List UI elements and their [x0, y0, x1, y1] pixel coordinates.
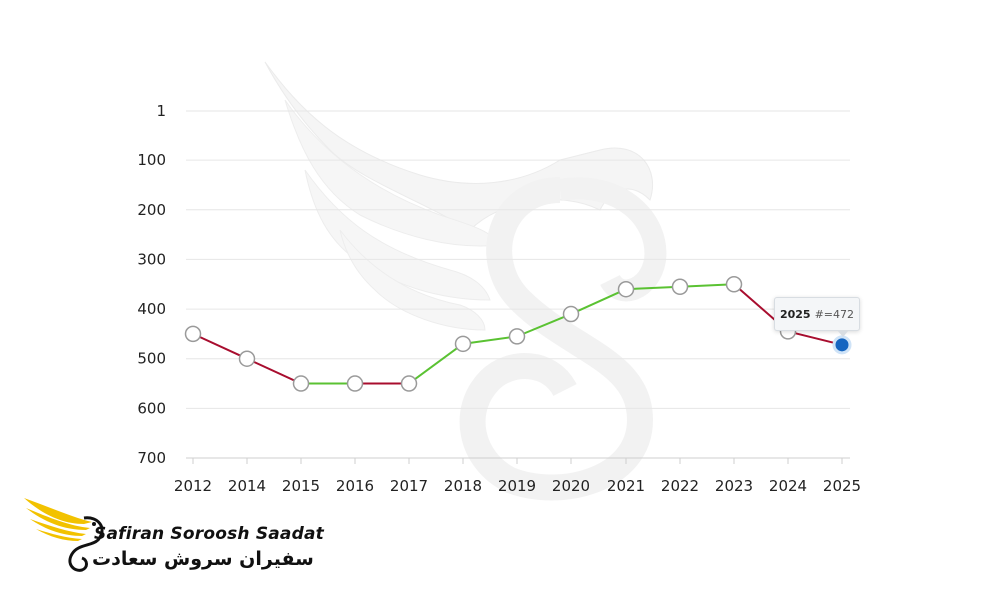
series-line — [192, 283, 843, 385]
x-tick-label: 2015 — [282, 477, 320, 495]
y-tick-label: 500 — [137, 350, 166, 368]
data-point[interactable] — [671, 278, 689, 295]
line-segment — [570, 288, 627, 315]
tooltip-year: 2025 — [779, 307, 811, 321]
data-point[interactable] — [184, 325, 202, 343]
wing-logo-icon — [24, 498, 104, 572]
y-tick-label: 700 — [137, 449, 166, 467]
tooltip-rank: #=472 — [814, 307, 855, 321]
data-point[interactable] — [725, 276, 743, 293]
x-axis-ticks: 2012 2014 2015 2016 2017 2018 2019 2020 2021 2022… — [174, 458, 861, 495]
y-tick-label: 200 — [137, 201, 166, 219]
y-tick-label: 1 — [156, 102, 166, 120]
brand-name-fa: سفیران سروش سعادت — [92, 548, 314, 570]
data-point[interactable] — [454, 335, 472, 353]
x-tick-label: 2017 — [390, 477, 428, 495]
y-tick-label: 300 — [137, 250, 166, 268]
y-tick-label: 400 — [137, 300, 166, 318]
highlighted-point[interactable] — [832, 335, 852, 355]
y-axis-ticks: 1 100 200 300 400 500 600 700 — [137, 102, 166, 467]
x-tick-label: 2023 — [715, 477, 753, 495]
x-tick-label: 2022 — [661, 477, 699, 495]
line-segment — [192, 332, 248, 360]
x-tick-label: 2016 — [336, 477, 374, 495]
y-tick-label: 600 — [137, 399, 166, 417]
x-tick-label: 2019 — [498, 477, 536, 495]
x-tick-label: 2025 — [823, 477, 861, 495]
brand-logo: Safiran Soroosh Saadat سفیران سروش سعادت — [22, 494, 324, 578]
x-tick-label: 2014 — [228, 477, 266, 495]
data-point[interactable] — [617, 280, 635, 298]
line-segment — [462, 335, 518, 345]
line-segment — [625, 285, 681, 291]
line-segment — [679, 283, 735, 288]
y-tick-label: 100 — [137, 151, 166, 169]
brand-name-en: Safiran Soroosh Saadat — [94, 524, 324, 544]
series-points — [184, 276, 852, 392]
data-point[interactable] — [292, 375, 310, 392]
line-segment — [408, 343, 464, 385]
data-point[interactable] — [238, 350, 256, 367]
watermark-bird-logo — [264, 61, 667, 501]
data-point[interactable] — [346, 375, 364, 392]
data-point[interactable] — [400, 375, 418, 392]
x-tick-label: 2018 — [444, 477, 482, 495]
point-tooltip: 2025 #=472 — [774, 297, 860, 337]
line-segment — [246, 357, 302, 385]
x-tick-label: 2012 — [174, 477, 212, 495]
x-tick-label: 2021 — [607, 477, 645, 495]
data-point[interactable] — [508, 328, 526, 345]
line-segment — [516, 313, 572, 338]
grid-lines — [186, 110, 850, 459]
x-tick-label: 2024 — [769, 477, 807, 495]
x-tick-label: 2020 — [552, 477, 590, 495]
data-point[interactable] — [562, 305, 580, 323]
